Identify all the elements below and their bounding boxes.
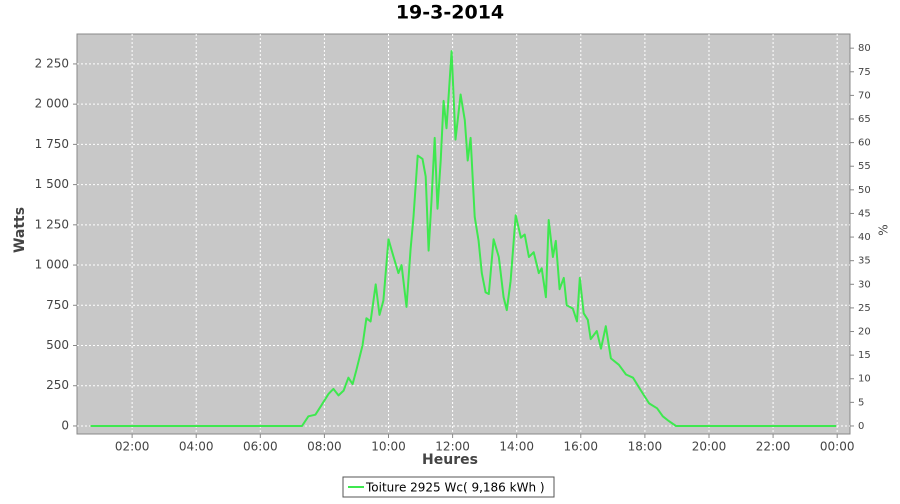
- y2-tick-label: 0: [858, 421, 864, 432]
- y-tick-label: 250: [46, 378, 69, 392]
- y2-tick-label: 20: [858, 327, 871, 338]
- legend-box: [342, 476, 555, 498]
- y2-tick-label: 55: [858, 161, 871, 172]
- y2-tick-label: 15: [858, 350, 871, 361]
- x-tick-label: 22:00: [756, 440, 791, 454]
- legend-label: Toiture 2925 Wc( 9,186 kWh ): [365, 481, 545, 495]
- y-tick-label: 2 250: [35, 56, 69, 70]
- x-axis-title: Heures: [422, 452, 478, 468]
- x-tick-label: 04:00: [179, 440, 214, 454]
- plot-area: [76, 33, 851, 435]
- series-line: [90, 50, 837, 427]
- y2-tick-label: 50: [858, 185, 871, 196]
- y2-tick-label: 35: [858, 256, 871, 267]
- y2-tick-label: 45: [858, 208, 871, 219]
- y-tick-label: 1 500: [35, 177, 69, 191]
- x-tick-label: 08:00: [307, 440, 342, 454]
- x-tick-label: 00:00: [820, 440, 855, 454]
- chart-title: 19-3-2014: [396, 2, 504, 24]
- y2-tick-label: 40: [858, 232, 871, 243]
- y-tick-label: 1 750: [35, 137, 69, 151]
- x-tick-label: 02:00: [115, 440, 150, 454]
- y2-tick-label: 70: [858, 90, 871, 101]
- legend: Toiture 2925 Wc( 9,186 kWh ): [342, 476, 555, 498]
- y2-tick-label: 10: [858, 374, 871, 385]
- y-tick-label: 1 250: [35, 217, 69, 231]
- y-axis-title: Watts: [12, 207, 28, 253]
- y2-tick-label: 80: [858, 43, 871, 54]
- x-tick-label: 20:00: [692, 440, 727, 454]
- y-tick-label: 1 000: [35, 258, 69, 272]
- y-tick-label: 0: [61, 418, 69, 432]
- y2-tick-label: 5: [858, 397, 864, 408]
- x-tick-label: 10:00: [371, 440, 406, 454]
- y-tick-label: 750: [46, 298, 69, 312]
- y2-tick-label: 75: [858, 67, 871, 78]
- x-tick-label: 14:00: [499, 440, 534, 454]
- x-tick-label: 12:00: [435, 440, 470, 454]
- y-tick-label: 2 000: [35, 97, 69, 111]
- y2-tick-label: 60: [858, 138, 871, 149]
- y2-tick-label: 30: [858, 279, 871, 290]
- x-tick-label: 18:00: [628, 440, 663, 454]
- y-tick-label: 500: [46, 338, 69, 352]
- x-tick-label: 16:00: [563, 440, 598, 454]
- y2-tick-label: 25: [858, 303, 871, 314]
- y2-axis-title: %: [877, 224, 891, 235]
- y2-tick-label: 65: [858, 114, 871, 125]
- x-tick-label: 06:00: [243, 440, 278, 454]
